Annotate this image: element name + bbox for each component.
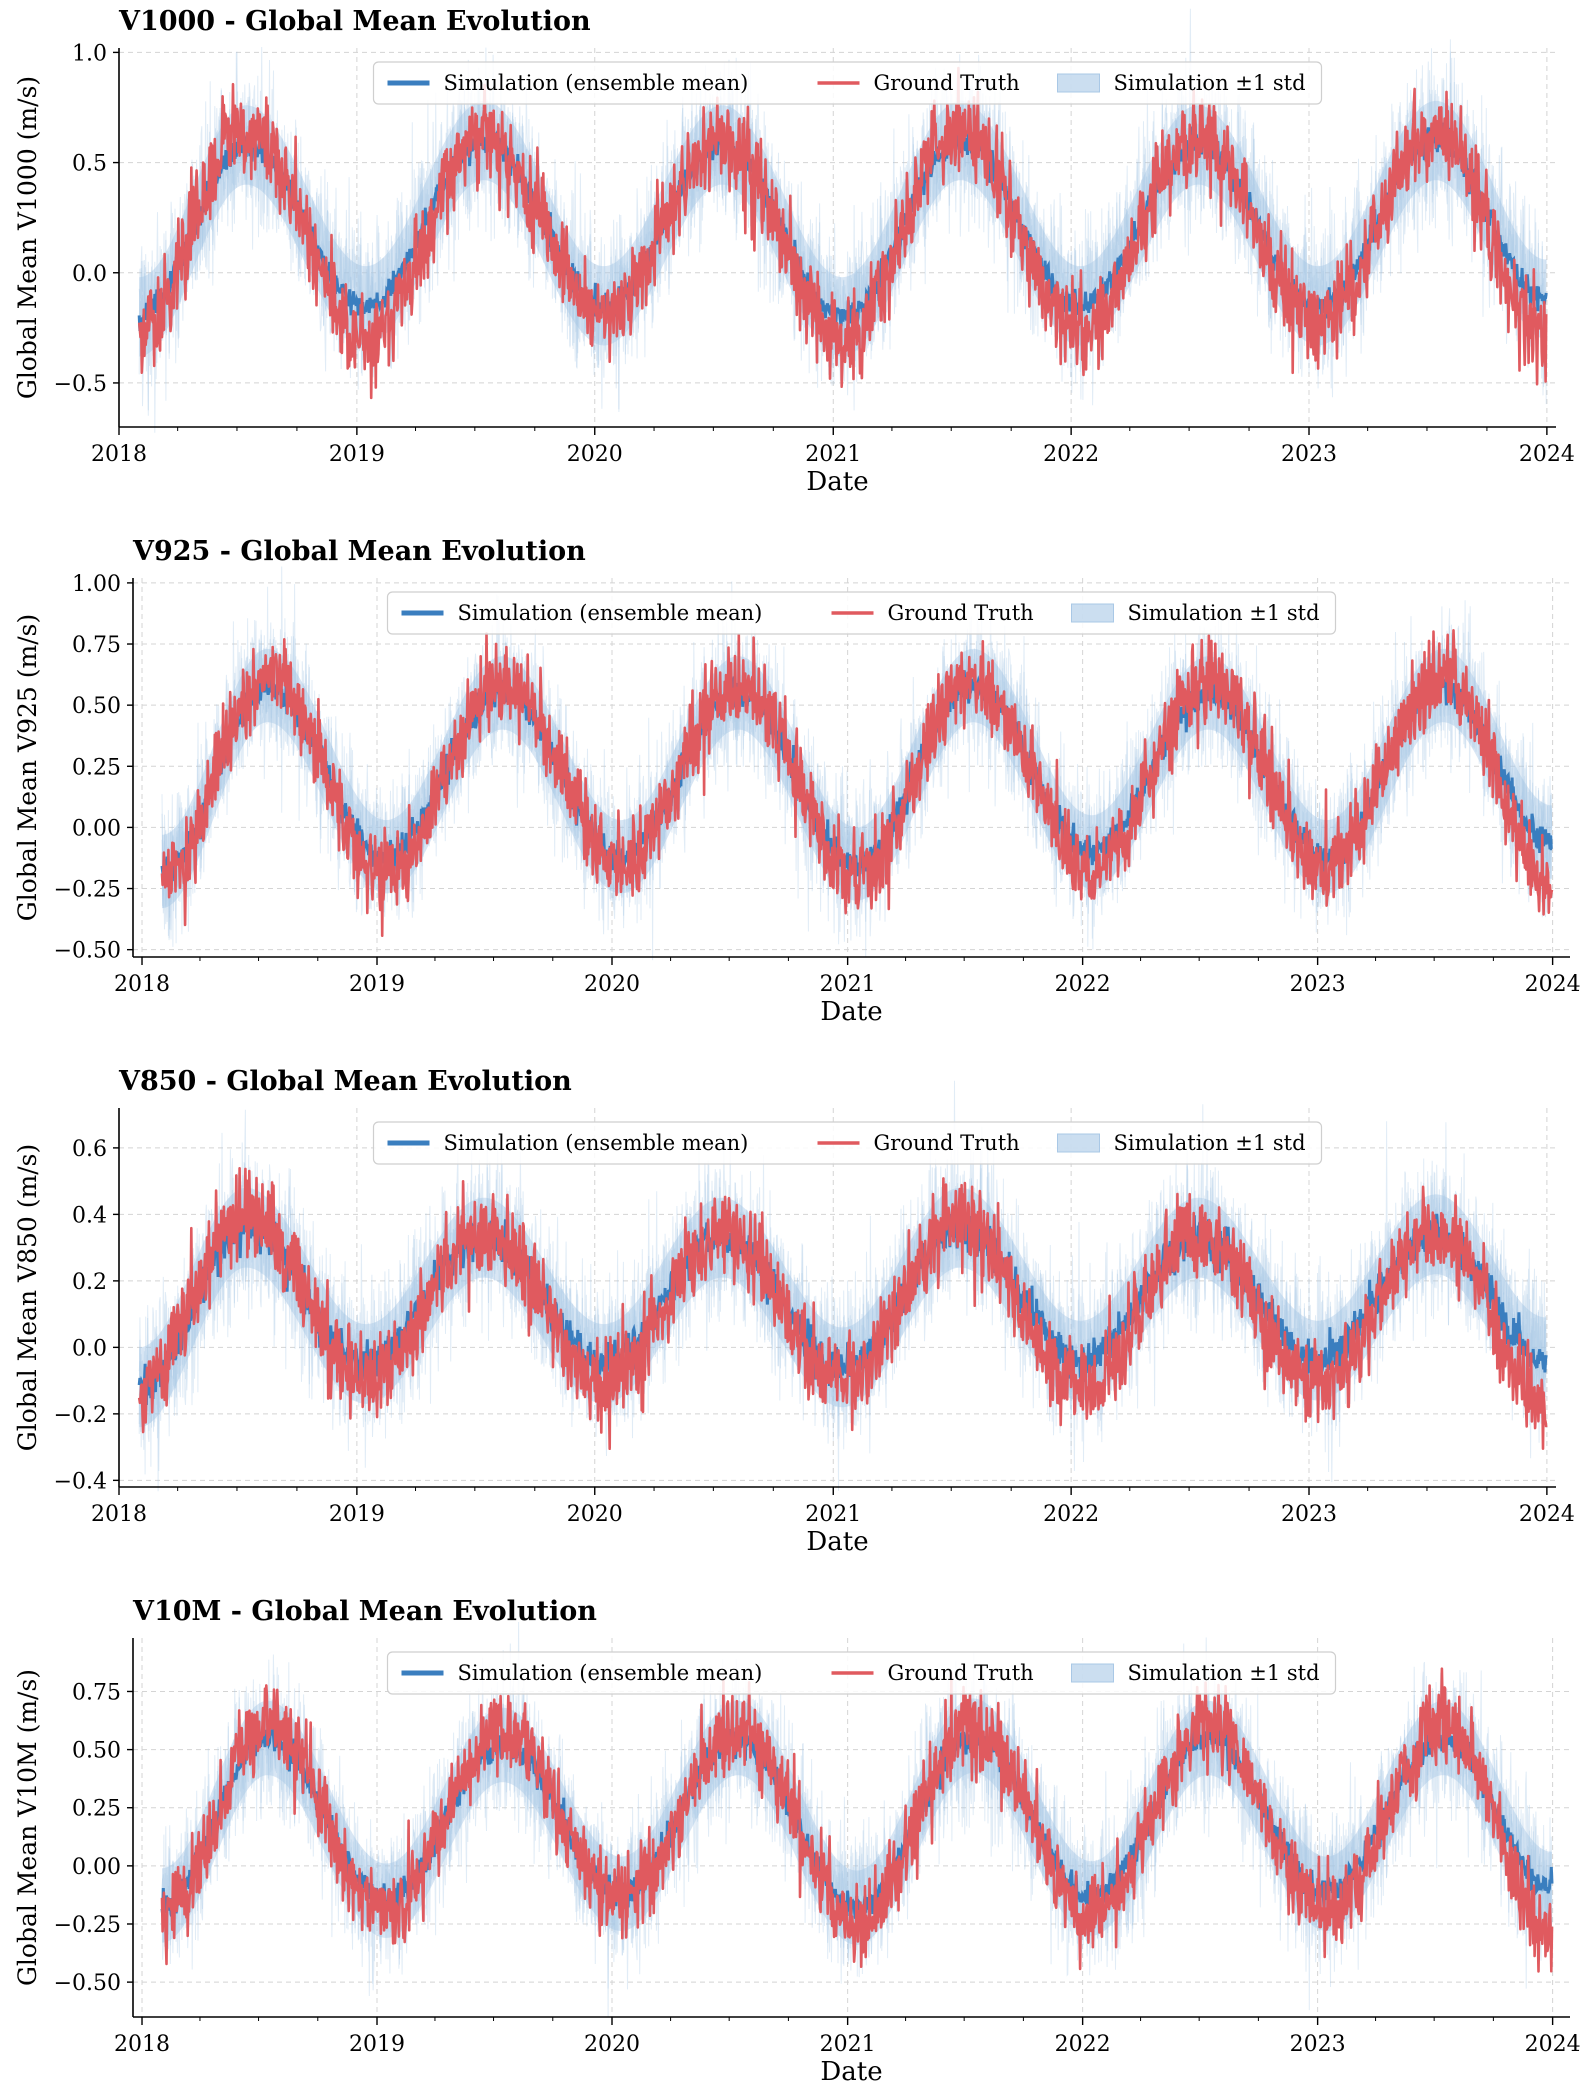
x-tick-label: 2018 [91, 1502, 147, 1527]
x-tick-label: 2023 [1290, 972, 1346, 997]
legend-label-ground-truth: Ground Truth [874, 1131, 1020, 1155]
ground-truth-line [160, 629, 1554, 937]
chart-panel-4: −0.50 −0.25 0.00 0.25 0.50 0.75 2018 2019 2020 20… [13, 1596, 1581, 2084]
x-tick-label: 2022 [1055, 2032, 1111, 2057]
ground-truth-line [137, 66, 1548, 400]
chart-title: V850 - Global Mean Evolution [118, 1066, 572, 1097]
y-tick-label: 0.6 [72, 1137, 107, 1162]
x-tick-label: 2018 [91, 442, 147, 467]
ground-truth-line [160, 1667, 1554, 1973]
y-axis-label: Global Mean V850 (m/s) [13, 1144, 42, 1451]
y-tick-label: 0.25 [72, 755, 121, 780]
legend-label-ground-truth: Ground Truth [888, 601, 1034, 625]
legend-label-std-band: Simulation ±1 std [1114, 1131, 1306, 1155]
legend-swatch-std-band [1057, 1133, 1100, 1153]
x-tick-label: 2022 [1043, 1502, 1099, 1527]
x-tick-label: 2021 [820, 972, 876, 997]
x-tick-label: 2019 [329, 442, 385, 467]
x-tick-label: 2023 [1281, 442, 1337, 467]
y-tick-label: 0.75 [72, 633, 121, 658]
x-tick-label: 2020 [567, 442, 623, 467]
x-tick-label: 2023 [1290, 2032, 1346, 2057]
x-tick-label: 2018 [114, 972, 170, 997]
y-tick-label: 0.2 [72, 1270, 107, 1295]
y-tick-label: 0.5 [72, 152, 107, 177]
legend-label-std-band: Simulation ±1 std [1114, 71, 1306, 95]
y-tick-label: −0.25 [54, 878, 121, 903]
x-tick-label: 2019 [349, 2032, 405, 2057]
x-axis-label: Date [820, 997, 882, 1027]
legend-swatch-std-band [1071, 603, 1114, 623]
y-tick-label: 1.00 [72, 572, 121, 597]
ensemble-member-line [161, 1637, 1553, 2011]
ground-truth-line [137, 1167, 1548, 1450]
y-tick-label: −0.50 [54, 1971, 121, 1996]
y-tick-label: 1.0 [72, 41, 107, 66]
x-axis-label: Date [820, 2057, 882, 2084]
chart-panel-1: −0.5 0.0 0.5 1.0 2018 2019 2020 2021 2022 2023 202… [13, 6, 1575, 497]
x-tick-label: 2020 [567, 1502, 623, 1527]
y-axis-label: Global Mean V925 (m/s) [13, 614, 42, 921]
y-tick-label: −0.5 [54, 372, 107, 397]
x-tick-label: 2021 [805, 442, 861, 467]
ensemble-member-line [161, 601, 1553, 958]
chart-title: V10M - Global Mean Evolution [132, 1596, 597, 1627]
legend: Simulation (ensemble mean) Ground Truth Si… [386, 591, 1337, 635]
x-tick-label: 2021 [805, 1502, 861, 1527]
x-tick-label: 2019 [329, 1502, 385, 1527]
legend-label-simulation-mean: Simulation (ensemble mean) [458, 601, 763, 625]
y-tick-label: 0.50 [72, 694, 121, 719]
x-tick-label: 2019 [349, 972, 405, 997]
x-tick-label: 2024 [1519, 442, 1575, 467]
legend-label-simulation-mean: Simulation (ensemble mean) [458, 1661, 763, 1685]
y-tick-label: 0.0 [72, 262, 107, 287]
x-tick-label: 2023 [1281, 1502, 1337, 1527]
chart-title: V925 - Global Mean Evolution [132, 536, 586, 567]
legend: Simulation (ensemble mean) Ground Truth Si… [386, 1651, 1337, 1695]
y-axis-label: Global Mean V1000 (m/s) [13, 76, 42, 399]
legend-label-ground-truth: Ground Truth [874, 71, 1020, 95]
legend-label-ground-truth: Ground Truth [888, 1661, 1034, 1685]
x-tick-label: 2024 [1519, 1502, 1575, 1527]
legend-label-std-band: Simulation ±1 std [1128, 601, 1320, 625]
x-tick-label: 2021 [820, 2032, 876, 2057]
x-tick-label: 2024 [1525, 972, 1581, 997]
y-tick-label: −0.4 [54, 1469, 107, 1494]
x-axis-label: Date [806, 467, 868, 497]
x-tick-label: 2020 [584, 972, 640, 997]
x-axis-label: Date [806, 1527, 868, 1557]
chart-panel-2: −0.50 −0.25 0.00 0.25 0.50 0.75 1.00 2018 2019 20… [13, 536, 1581, 1027]
y-tick-label: −0.25 [54, 1913, 121, 1938]
chart-panel-3: −0.4 −0.2 0.0 0.2 0.4 0.6 2018 2019 2020 2021 2022… [13, 1066, 1575, 1557]
y-tick-label: −0.50 [54, 939, 121, 964]
x-tick-label: 2022 [1055, 972, 1111, 997]
y-tick-label: 0.50 [72, 1739, 121, 1764]
y-tick-label: 0.00 [72, 1855, 121, 1880]
y-tick-label: −0.2 [54, 1403, 107, 1428]
legend: Simulation (ensemble mean) Ground Truth Si… [372, 1121, 1323, 1165]
y-tick-label: 0.0 [72, 1336, 107, 1361]
x-tick-label: 2020 [584, 2032, 640, 2057]
y-tick-label: 0.25 [72, 1797, 121, 1822]
x-tick-label: 2018 [114, 2032, 170, 2057]
legend: Simulation (ensemble mean) Ground Truth Si… [372, 61, 1323, 105]
ensemble-member-line [138, 51, 1547, 409]
y-tick-label: 0.75 [72, 1680, 121, 1705]
y-axis-label: Global Mean V10M (m/s) [13, 1669, 42, 1986]
chart-title: V1000 - Global Mean Evolution [118, 6, 591, 37]
ensemble-member-line [161, 586, 1553, 947]
legend-swatch-std-band [1071, 1663, 1114, 1683]
legend-label-std-band: Simulation ±1 std [1128, 1661, 1320, 1685]
x-tick-label: 2024 [1525, 2032, 1581, 2057]
legend-swatch-std-band [1057, 73, 1100, 93]
y-tick-label: 0.00 [72, 816, 121, 841]
legend-label-simulation-mean: Simulation (ensemble mean) [444, 1131, 749, 1155]
x-tick-label: 2022 [1043, 442, 1099, 467]
legend-label-simulation-mean: Simulation (ensemble mean) [444, 71, 749, 95]
y-tick-label: 0.4 [72, 1203, 107, 1228]
